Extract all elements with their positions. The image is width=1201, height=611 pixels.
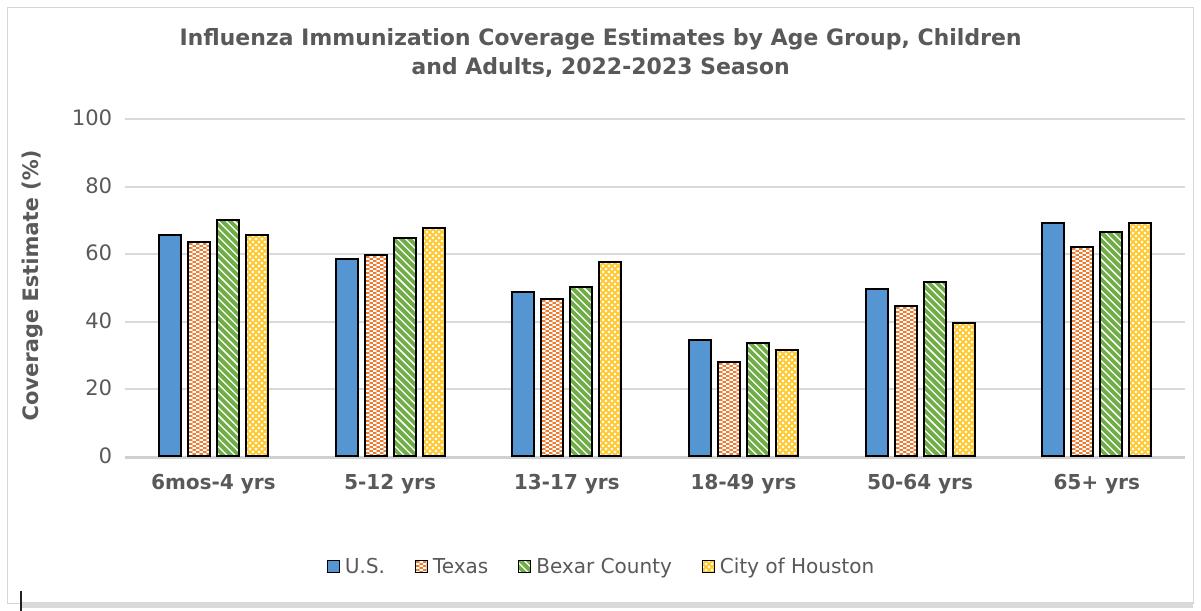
y-tick-label-40: 40	[85, 308, 112, 333]
bar-group-6mos-4-yrs	[125, 119, 302, 457]
x-category-label: 13-17 yrs	[513, 470, 620, 494]
legend-item-city-of-houston: City of Houston	[701, 554, 875, 578]
y-tick-label-60: 60	[85, 241, 112, 266]
bar-city-of-houston-1	[421, 227, 446, 457]
bar-bexar-county-4	[922, 281, 947, 457]
bar-u-s--4	[864, 288, 889, 457]
x-category-label: 50-64 yrs	[867, 470, 973, 494]
chart-title-line1: Influenza Immunization Coverage Estimate…	[179, 26, 1022, 51]
bar-groups	[125, 119, 1185, 457]
bar-texas-3	[716, 360, 741, 457]
bar-texas-2	[540, 298, 565, 457]
bar-bexar-county-3	[745, 342, 770, 457]
x-category-label: 18-49 yrs	[690, 470, 797, 494]
legend-item-texas: Texas	[414, 554, 489, 578]
y-tick-label-100: 100	[71, 106, 112, 130]
bar-u-s--5	[1041, 222, 1066, 457]
bar-group-65+-yrs	[1008, 119, 1185, 457]
bar-group-5-12-yrs	[302, 119, 479, 457]
chart-title: Influenza Immunization Coverage Estimate…	[0, 24, 1201, 82]
x-category-label: 5-12 yrs	[344, 470, 436, 494]
bar-city-of-houston-4	[951, 321, 976, 457]
gridline-100	[125, 118, 1185, 120]
bar-u-s--2	[511, 291, 536, 457]
y-tick-label-0: 0	[98, 444, 112, 468]
y-tick-label-80: 80	[85, 173, 112, 198]
legend-item-bexar-county: Bexar County	[518, 554, 672, 578]
chart-title-line2: and Adults, 2022-2023 Season	[411, 55, 790, 80]
text-cursor	[20, 591, 22, 611]
bar-city-of-houston-3	[774, 348, 799, 457]
gridline-80	[125, 185, 1185, 188]
legend-swatch-icon	[414, 559, 428, 573]
y-tick-label-20: 20	[85, 376, 112, 401]
x-category-label: 6mos-4 yrs	[151, 470, 276, 494]
legend-label: City of Houston	[719, 554, 875, 578]
x-axis-line	[125, 456, 1185, 459]
legend-label: U.S.	[344, 554, 385, 578]
legend-swatch-icon	[518, 559, 532, 573]
gridline-60	[125, 253, 1185, 256]
y-axis-title: Coverage Estimate (%)	[19, 149, 43, 421]
legend-swatch-icon	[701, 559, 715, 573]
legend-label: Bexar County	[536, 554, 672, 578]
plot-area	[125, 118, 1185, 459]
bar-u-s--3	[687, 338, 712, 457]
bar-u-s--0	[157, 233, 182, 457]
bar-group-13-17-yrs	[478, 119, 655, 457]
bar-bexar-county-5	[1099, 230, 1124, 457]
bar-group-50-64-yrs	[832, 119, 1009, 457]
legend-label: Texas	[432, 554, 489, 578]
legend-item-u-s-: U.S.	[326, 554, 385, 578]
bar-city-of-houston-0	[244, 233, 269, 457]
x-axis-category-labels: 6mos-4 yrs 5-12 yrs 13-17 yrs 18-49 yrs 50-6…	[125, 470, 1185, 494]
bar-texas-4	[893, 304, 918, 457]
legend: U.S. Texas Bexar County City of Houston	[0, 554, 1201, 578]
gridline-40	[125, 320, 1185, 323]
x-category-label: 65+ yrs	[1053, 470, 1140, 494]
bar-bexar-county-2	[569, 286, 594, 457]
bar-texas-0	[186, 240, 211, 457]
bottom-divider-strip	[22, 602, 1193, 608]
bar-city-of-houston-5	[1128, 222, 1153, 457]
bar-texas-5	[1070, 245, 1095, 457]
bar-texas-1	[363, 254, 388, 457]
gridline-20	[125, 388, 1185, 391]
bar-city-of-houston-2	[598, 260, 623, 457]
legend-swatch-icon	[326, 559, 340, 573]
bar-u-s--1	[334, 257, 359, 457]
bar-bexar-county-0	[215, 218, 240, 457]
bar-group-18-49-yrs	[655, 119, 832, 457]
bar-bexar-county-1	[392, 237, 417, 457]
